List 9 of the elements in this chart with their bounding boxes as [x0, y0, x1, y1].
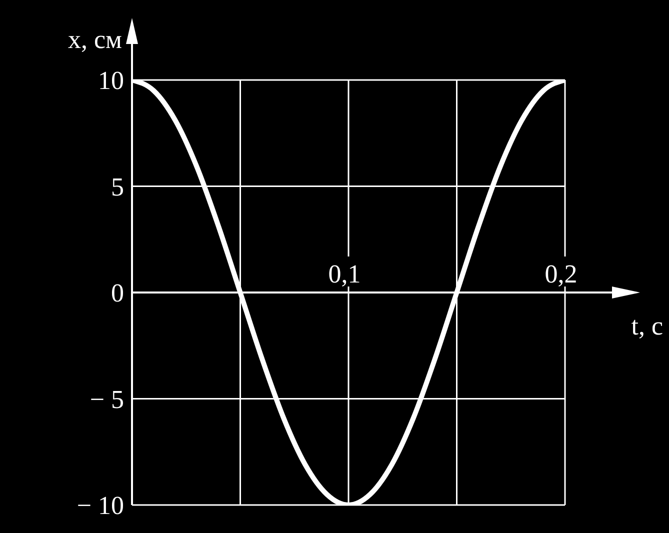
- y-tick-label: − 10: [76, 491, 124, 520]
- x-axis-title: t, с: [631, 312, 663, 340]
- x-tick-label: 0,1: [328, 260, 361, 288]
- y-axis-title: x, см: [68, 25, 122, 54]
- y-tick-label: − 5: [90, 384, 124, 414]
- x-tick-label: 0,2: [544, 260, 578, 288]
- y-tick-label: 10: [98, 66, 124, 96]
- y-tick-label: 0: [111, 278, 124, 308]
- y-tick-label: 5: [111, 172, 124, 202]
